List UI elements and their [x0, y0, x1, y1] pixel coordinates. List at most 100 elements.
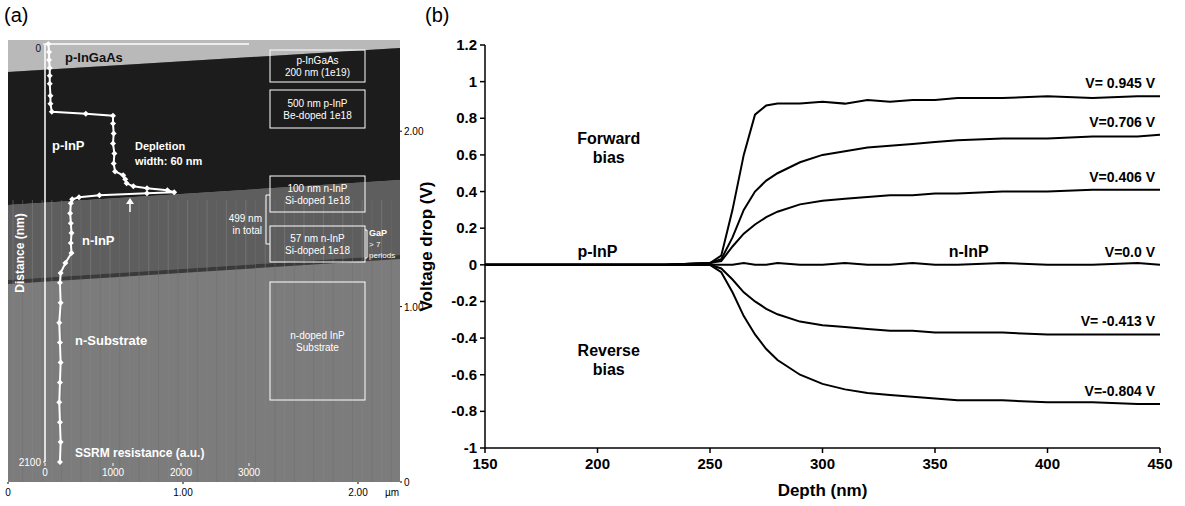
layer-box	[270, 176, 365, 212]
profile-marker	[46, 57, 52, 63]
tick-label: 1.00	[173, 487, 193, 498]
profile-marker	[111, 150, 117, 156]
tick-label: 0	[35, 43, 41, 54]
texture	[148, 200, 149, 482]
texture	[187, 200, 188, 482]
profile-marker	[47, 81, 53, 87]
layer-label: 100 nm n-InP	[287, 183, 347, 194]
panel-label: (a)	[4, 4, 28, 26]
profile-marker	[111, 131, 117, 137]
profile-marker	[58, 439, 64, 445]
layer-box	[270, 282, 365, 400]
tick	[1159, 448, 1161, 453]
profile-marker	[83, 111, 89, 117]
profile-marker	[110, 121, 116, 127]
texture	[207, 200, 208, 482]
tick	[480, 154, 485, 156]
tick	[480, 227, 485, 229]
tick-label: 3000	[238, 467, 261, 478]
layer-ninp	[8, 180, 400, 280]
tick-label: 2.00	[348, 487, 368, 498]
series-label: V=-0.804 V	[1085, 383, 1156, 399]
series-line	[485, 190, 1160, 265]
profile-marker	[57, 280, 63, 286]
profile-marker	[69, 250, 75, 256]
tick	[484, 448, 486, 453]
texture	[236, 200, 237, 482]
tick-label: 300	[810, 455, 835, 472]
panel-label: (b)	[425, 4, 449, 26]
layer-label: Be-doped 1e18	[283, 110, 352, 121]
tick	[400, 482, 402, 483]
series-label: V= 0.945 V	[1085, 75, 1155, 91]
texture	[362, 200, 363, 482]
annotation: width: 60 nm	[134, 155, 202, 167]
tick	[480, 411, 485, 413]
texture	[51, 200, 52, 482]
texture	[245, 200, 246, 482]
annotation-line: Reverse	[578, 342, 640, 359]
axis-title: SSRM resistance (a.u.)	[75, 446, 204, 460]
annotation: GaP	[369, 228, 387, 238]
texture	[274, 200, 275, 482]
layer-label: n-doped InP	[290, 330, 345, 341]
profile-marker	[58, 359, 64, 365]
profile-marker	[47, 93, 53, 99]
texture	[226, 200, 227, 482]
axis-title: Distance (nm)	[13, 213, 27, 292]
unit-label: µm	[385, 487, 399, 498]
tick-label: 0	[404, 477, 410, 488]
bracket	[365, 230, 367, 258]
profile-marker	[124, 180, 130, 186]
profile-marker	[130, 183, 136, 189]
tick-label: 0	[469, 256, 477, 273]
tick-label: 350	[922, 455, 947, 472]
layer-label: Si-doped 1e18	[285, 195, 350, 206]
profile-marker	[62, 260, 68, 266]
tick	[709, 448, 711, 453]
series-label: V=0.706 V	[1089, 114, 1155, 130]
profile-marker	[47, 101, 53, 107]
region-label: p-InP	[52, 138, 85, 153]
tick	[822, 448, 824, 453]
texture	[42, 200, 43, 482]
annotation: p-InP	[578, 243, 618, 260]
tick-label: 150	[472, 455, 497, 472]
profile-marker	[68, 200, 74, 206]
annotation: n-InP	[949, 243, 989, 260]
bracket	[266, 195, 270, 244]
tick	[183, 482, 184, 484]
annotation: 499 nm	[229, 213, 262, 224]
tick-label: 400	[1035, 455, 1060, 472]
profile-marker	[47, 73, 53, 79]
tick	[400, 131, 402, 132]
annotation-line: Forward	[577, 130, 640, 147]
profile-marker	[57, 340, 63, 346]
annotation-line: bias	[593, 149, 625, 166]
tick	[480, 337, 485, 339]
profile-marker	[47, 65, 53, 71]
annotation: periods	[369, 251, 395, 260]
texture	[255, 200, 256, 482]
profile-marker	[58, 300, 64, 306]
layer-box	[270, 50, 365, 82]
texture	[381, 200, 382, 482]
tick	[480, 264, 485, 266]
tick-label: 450	[1147, 455, 1172, 472]
tick-label: 0.8	[456, 109, 477, 126]
panel-a: 01.002.0001.002.00µm021000100020003000Di…	[5, 40, 424, 498]
tick	[934, 448, 936, 453]
series-line	[485, 265, 1160, 404]
tick-label: 250	[697, 455, 722, 472]
layer-box	[270, 226, 365, 262]
profile-marker	[111, 160, 117, 166]
tick	[113, 463, 114, 466]
tick	[45, 463, 46, 466]
layer-pinp	[8, 48, 400, 205]
tick	[1047, 448, 1049, 453]
profile-line	[48, 44, 174, 462]
profile-marker	[69, 230, 75, 236]
texture	[197, 200, 198, 482]
tick	[480, 301, 485, 303]
tick	[181, 463, 182, 466]
